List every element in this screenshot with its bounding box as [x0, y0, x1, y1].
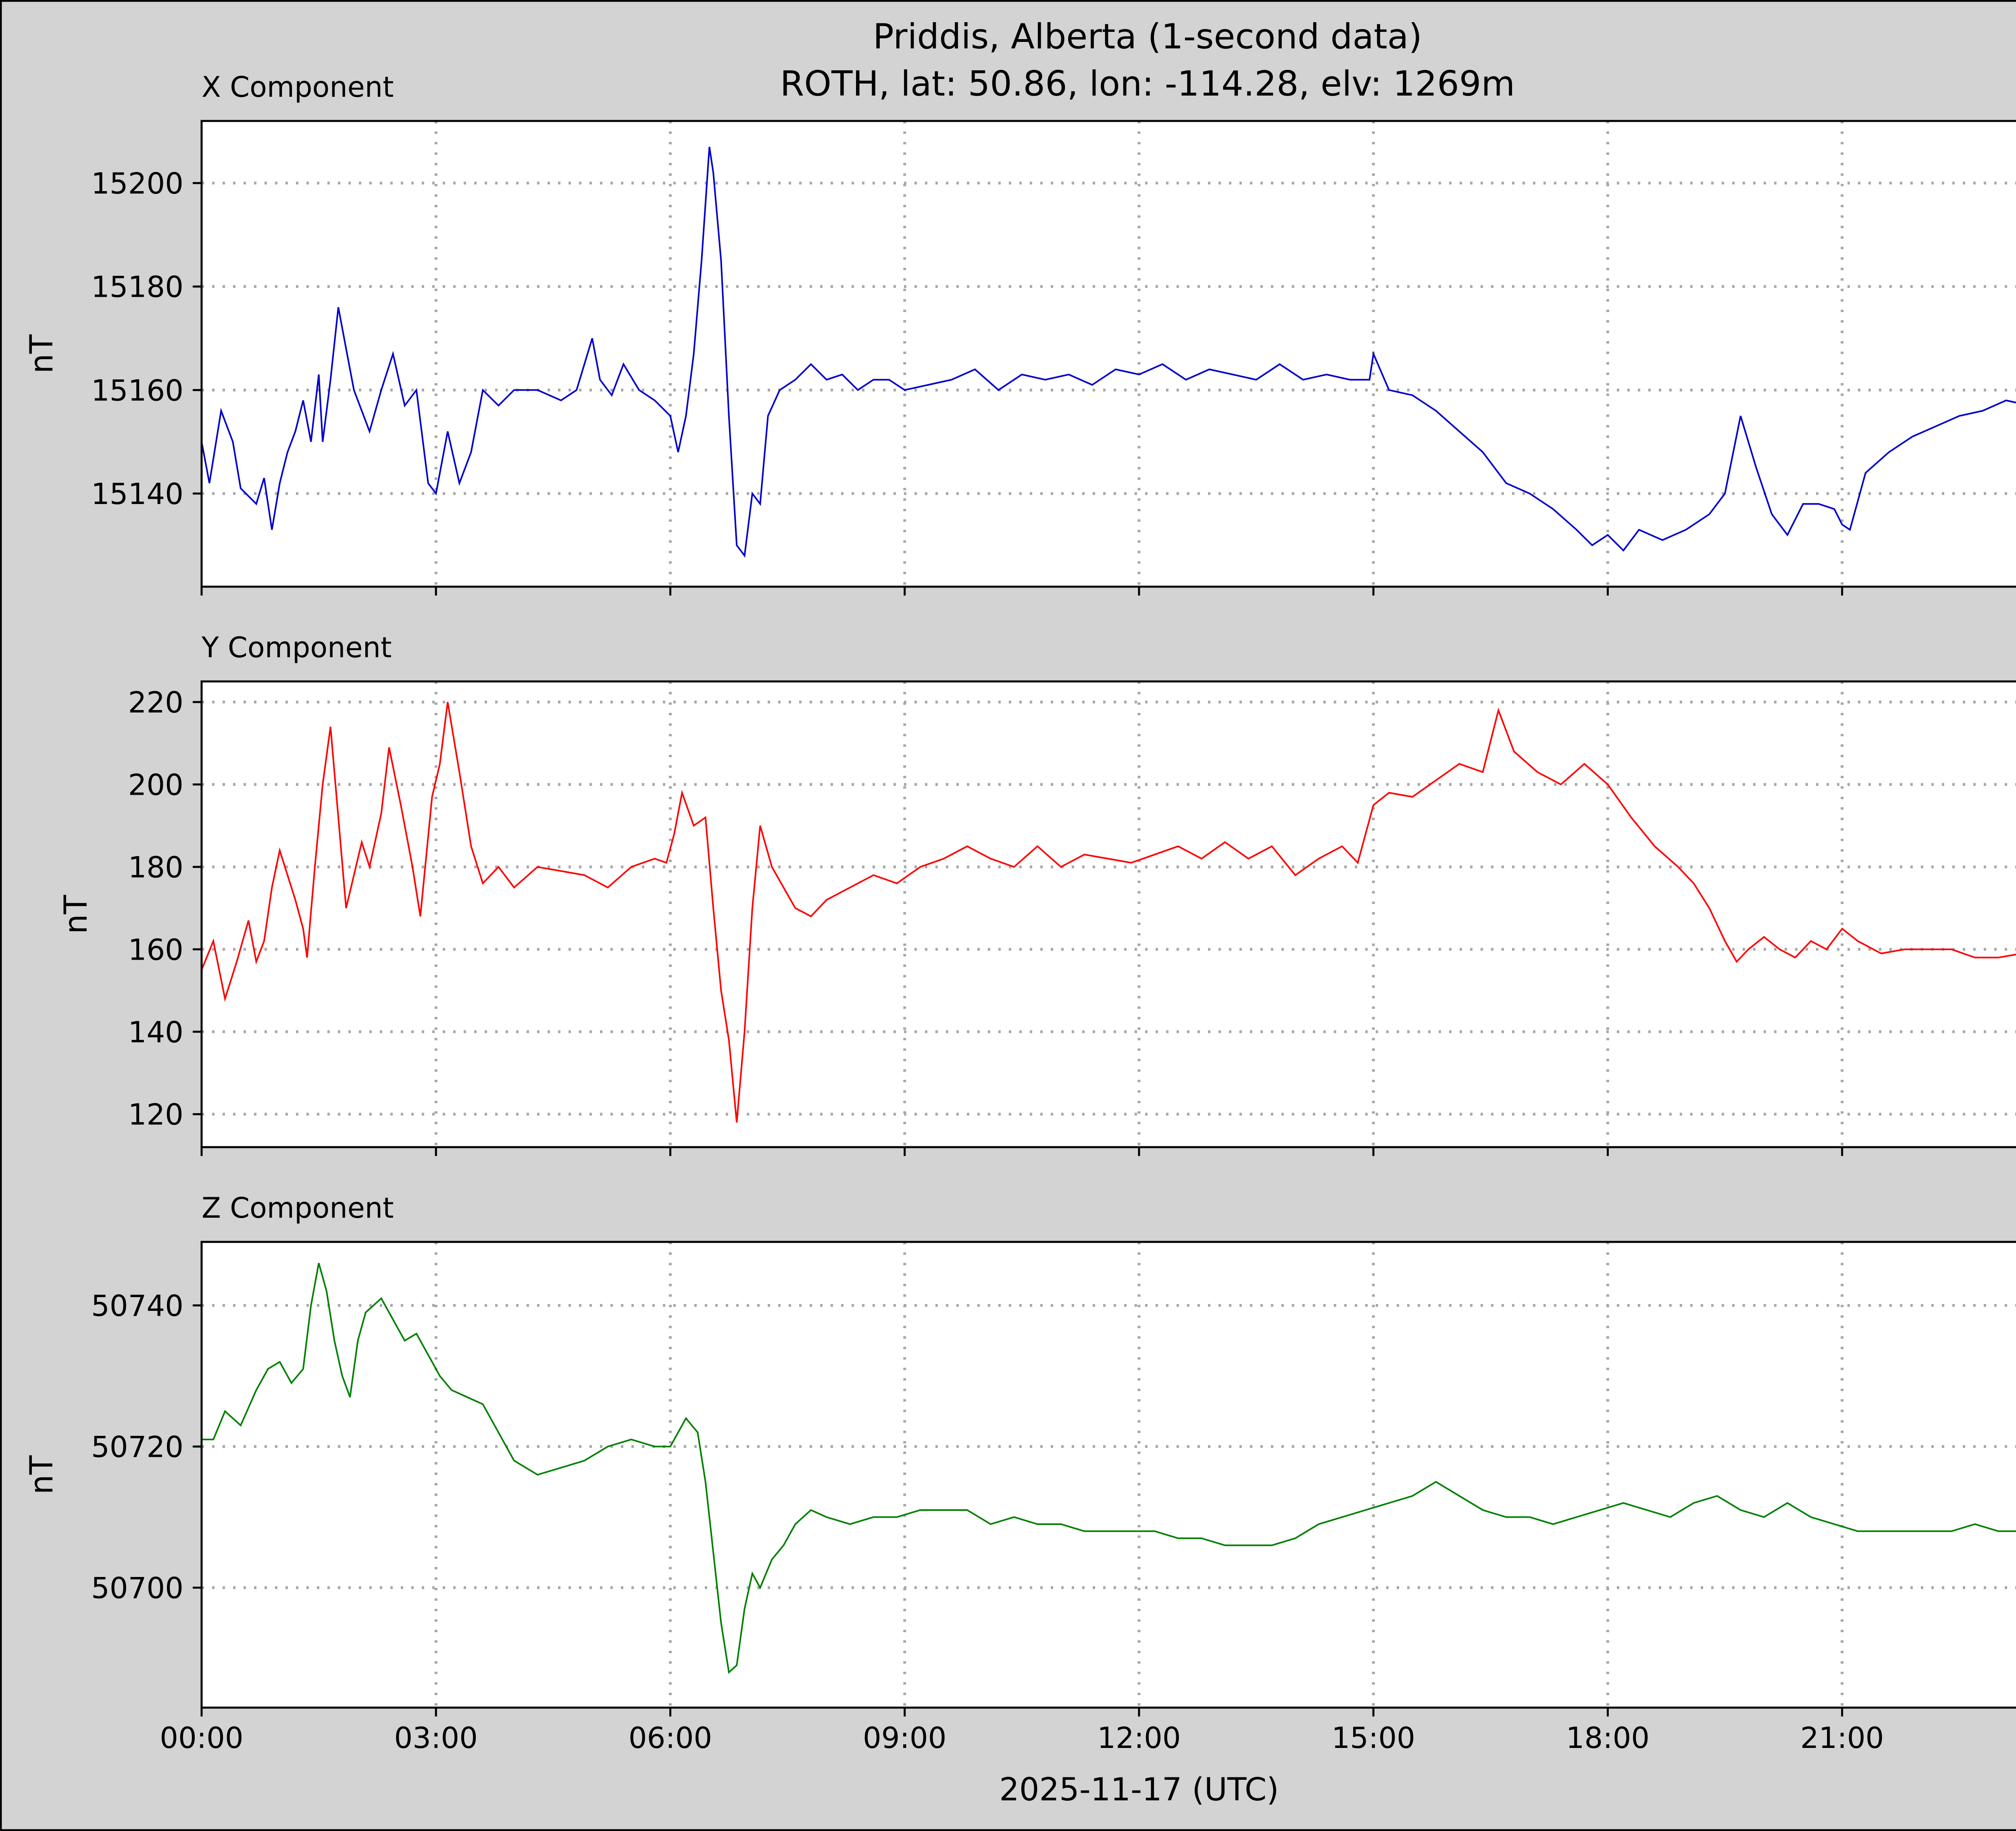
panel-title-y: Y Component [201, 631, 392, 664]
y-tick-label: 220 [128, 685, 183, 719]
x-axis-label: 2025-11-17 (UTC) [999, 1772, 1279, 1808]
grid-x [202, 121, 2016, 587]
x-tick-label: 18:00 [1566, 1721, 1650, 1755]
grid-z [202, 1242, 2016, 1708]
x-tick-label: 21:00 [1800, 1721, 1884, 1755]
x-tick-label: 06:00 [629, 1721, 712, 1755]
plot-area-y [202, 681, 2016, 1147]
y-tick-label: 200 [128, 768, 183, 802]
panel-title-x: X Component [202, 71, 394, 104]
y-ticks-z: 50700 50720 50740 [91, 1289, 202, 1605]
x-tick-label: 00:00 [160, 1721, 244, 1755]
y-tick-label: 180 [128, 850, 183, 884]
series-line-z [202, 1262, 2016, 1674]
panel-title-z: Z Component [202, 1192, 394, 1225]
x-tick-label: 03:00 [394, 1721, 478, 1755]
panel-z-component: Z Component 50700 50720 50740 00:00 03:00 06… [24, 1192, 2016, 1755]
panel-y-component: Y Component 120 140 160 180 200 220 nT [58, 631, 2016, 1156]
y-axis-label-y: nT [58, 895, 94, 934]
y-tick-label: 15140 [91, 477, 183, 511]
figure-title-line2: ROTH, lat: 50.86, lon: -114.28, elv: 126… [780, 64, 1515, 104]
panel-x-component: X Component 15140 15160 15180 15200 nT [24, 71, 2016, 596]
plot-area-z [202, 1242, 2016, 1708]
y-axis-label-z: nT [24, 1455, 60, 1494]
x-ticks-y [200, 1147, 1843, 1156]
y-tick-label: 50720 [91, 1430, 183, 1464]
y-axis-label-x: nT [24, 334, 60, 373]
y-tick-label: 160 [128, 933, 183, 967]
plot-area-x [202, 121, 2016, 587]
y-tick-label: 15180 [91, 270, 183, 304]
figure-title-line1: Priddis, Alberta (1-second data) [873, 17, 1422, 57]
x-tick-label: 09:00 [863, 1721, 947, 1755]
series-line-x [201, 146, 2016, 558]
y-tick-label: 15200 [91, 167, 183, 200]
y-tick-label: 120 [128, 1098, 183, 1131]
y-tick-label: 140 [128, 1015, 183, 1049]
x-tick-label: 15:00 [1332, 1721, 1416, 1755]
y-tick-label: 15160 [91, 373, 183, 407]
y-ticks-y: 120 140 160 180 200 220 [128, 685, 202, 1131]
x-ticks-x [200, 587, 1843, 596]
grid-y [202, 681, 2016, 1147]
x-tick-label: 12:00 [1097, 1721, 1181, 1755]
y-tick-label: 50740 [91, 1289, 183, 1323]
y-ticks-x: 15140 15160 15180 15200 [91, 167, 202, 511]
y-tick-label: 50700 [91, 1571, 183, 1605]
series-line-y [201, 702, 2016, 1123]
x-ticks-z: 00:00 03:00 06:00 09:00 12:00 15:00 18:00 21:00 [160, 1708, 1884, 1755]
